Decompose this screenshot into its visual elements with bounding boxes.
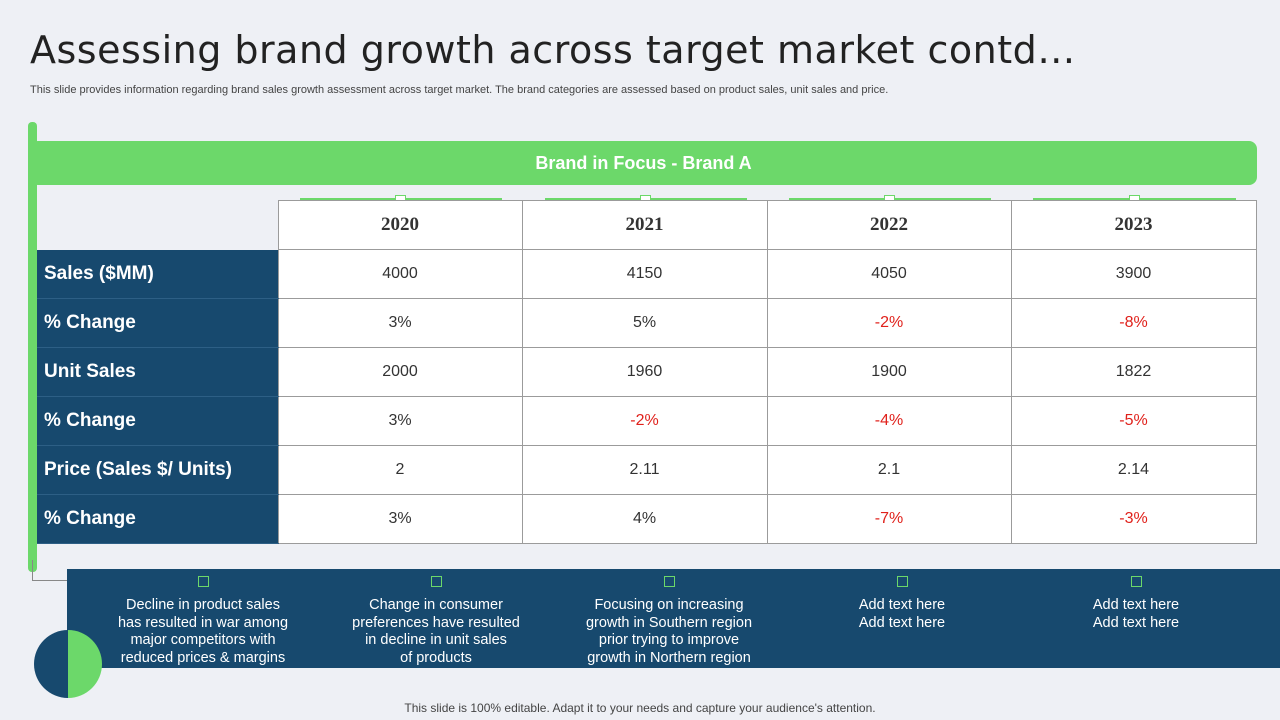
- table-cell: 3%: [277, 298, 523, 348]
- slide-subtitle: This slide provides information regardin…: [30, 84, 889, 96]
- note-line: growth in Northern region: [587, 649, 751, 666]
- note-marker-square: [431, 576, 442, 587]
- note-line: Change in consumer: [369, 597, 503, 613]
- note-marker-square: [198, 576, 209, 587]
- note-marker-square: [897, 576, 908, 587]
- row-label: Sales ($MM): [37, 249, 278, 299]
- table-row: % Change 3% 4% -7% -3%: [37, 494, 1257, 544]
- note-text: Focusing on increasing growth in Souther…: [564, 597, 774, 667]
- note-line: in decline in unit sales: [365, 632, 507, 649]
- note-line: Add text here: [858, 597, 946, 613]
- accent-vertical-bar: [28, 122, 37, 572]
- table-cell: 4000: [277, 249, 523, 299]
- brand-focus-label: Brand in Focus - Brand A: [535, 152, 752, 173]
- table-cell: 1822: [1010, 347, 1257, 397]
- table-cell: 2.11: [521, 445, 768, 495]
- decorative-half-circle: [34, 630, 102, 698]
- note-line: Focusing on increasing: [594, 597, 744, 613]
- row-label: Unit Sales: [37, 347, 278, 397]
- note-line: major competitors with: [130, 632, 276, 649]
- note-marker-square: [1131, 576, 1142, 587]
- note-line: preferences have resulted: [352, 614, 520, 631]
- table-cell: -2%: [766, 298, 1012, 348]
- table-row: Sales ($MM) 4000 4150 4050 3900: [37, 249, 1257, 299]
- note-line: prior trying to improve: [598, 632, 740, 649]
- row-label: % Change: [37, 396, 278, 446]
- table-cell: 3%: [277, 396, 523, 446]
- note-text: Add text here Add text here: [1031, 597, 1241, 632]
- slide-footer: This slide is 100% editable. Adapt it to…: [404, 701, 876, 715]
- table-cell: -7%: [766, 494, 1012, 544]
- table-cell: 3%: [277, 494, 523, 544]
- row-label: % Change: [37, 298, 278, 348]
- connector-line-vertical: [32, 560, 33, 580]
- table-cell: 2.1: [766, 445, 1012, 495]
- table-cell: 3900: [1010, 249, 1257, 299]
- notes-panel: Decline in product sales has resulted in…: [67, 569, 1280, 668]
- brand-focus-banner: Brand in Focus - Brand A: [30, 141, 1257, 185]
- table-cell: -8%: [1010, 298, 1257, 348]
- year-header: 2020: [277, 200, 523, 250]
- note-line: has resulted in war among: [117, 614, 289, 631]
- note-line: of products: [400, 649, 472, 666]
- table-cell: 2: [277, 445, 523, 495]
- note-text: Decline in product sales has resulted in…: [98, 597, 308, 667]
- table-cell: -4%: [766, 396, 1012, 446]
- note-line: growth in Southern region: [585, 614, 753, 631]
- brand-growth-table: 2020 2021 2022 2023 Sales ($MM) 4000 415…: [37, 200, 1257, 544]
- note-text: Add text here Add text here: [797, 597, 1007, 632]
- note-line: reduced prices & margins: [120, 649, 286, 666]
- table-row: Price (Sales $/ Units) 2 2.11 2.1 2.14: [37, 445, 1257, 495]
- note-marker-square: [664, 576, 675, 587]
- table-row: % Change 3% -2% -4% -5%: [37, 396, 1257, 446]
- year-header: 2021: [521, 200, 768, 250]
- table-header-row: 2020 2021 2022 2023: [37, 200, 1257, 250]
- table-cell: 2.14: [1010, 445, 1257, 495]
- table-cell: 2000: [277, 347, 523, 397]
- year-header: 2023: [1010, 200, 1257, 250]
- table-cell: 4050: [766, 249, 1012, 299]
- row-label: Price (Sales $/ Units): [37, 445, 278, 495]
- note-line: Add text here: [1092, 614, 1180, 631]
- table-cell: 4150: [521, 249, 768, 299]
- note-line: Add text here: [858, 614, 946, 631]
- note-text: Change in consumer preferences have resu…: [331, 597, 541, 667]
- table-cell: -2%: [521, 396, 768, 446]
- table-row: % Change 3% 5% -2% -8%: [37, 298, 1257, 348]
- table-cell: 1900: [766, 347, 1012, 397]
- note-line: Decline in product sales: [126, 597, 280, 613]
- note-line: Add text here: [1092, 597, 1180, 613]
- table-cell: 5%: [521, 298, 768, 348]
- row-label: % Change: [37, 494, 278, 544]
- table-cell: 1960: [521, 347, 768, 397]
- table-cell: 4%: [521, 494, 768, 544]
- table-row: Unit Sales 2000 1960 1900 1822: [37, 347, 1257, 397]
- year-header: 2022: [766, 200, 1012, 250]
- slide-title: Assessing brand growth across target mar…: [30, 28, 1076, 72]
- header-corner: [37, 200, 279, 250]
- table-cell: -5%: [1010, 396, 1257, 446]
- table-cell: -3%: [1010, 494, 1257, 544]
